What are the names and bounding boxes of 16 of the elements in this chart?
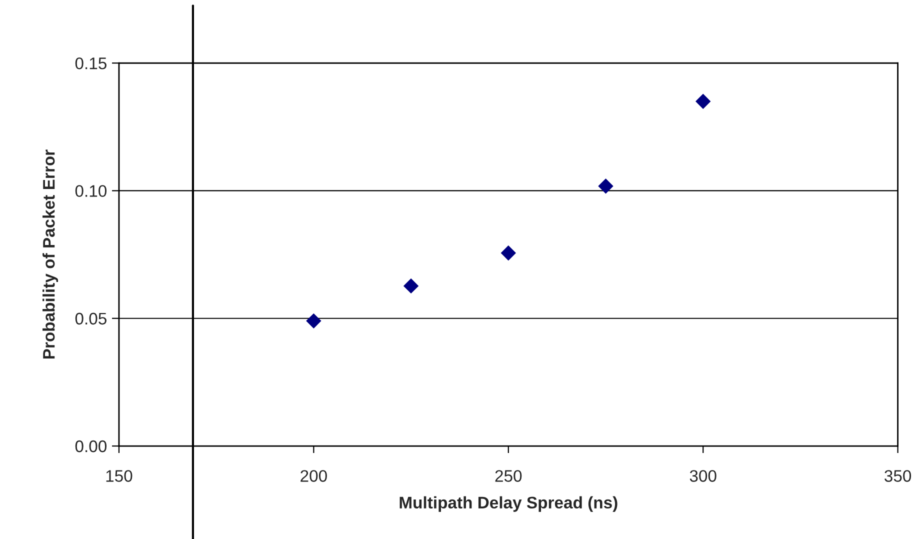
y-tick-label: 0.05 <box>75 312 106 325</box>
x-tick-label: 250 <box>495 470 522 482</box>
point <box>500 245 516 261</box>
y-tick-label: 0.10 <box>75 185 107 197</box>
y-tick-label: 0.15 <box>75 57 106 70</box>
x-tick-label: 150 <box>106 470 132 482</box>
x-tick-label: 300 <box>690 470 716 482</box>
x-tick-label: 350 <box>884 470 912 482</box>
x-axis-title: Multipath Delay Spread (ns) <box>400 496 618 512</box>
y-axis-title: Probability of Packet Error <box>42 150 58 359</box>
point <box>403 278 419 294</box>
point <box>306 313 322 329</box>
x-tick-label: 200 <box>300 470 327 482</box>
point <box>598 178 614 194</box>
y-tick-label: 0.00 <box>75 440 107 452</box>
point <box>695 94 711 109</box>
